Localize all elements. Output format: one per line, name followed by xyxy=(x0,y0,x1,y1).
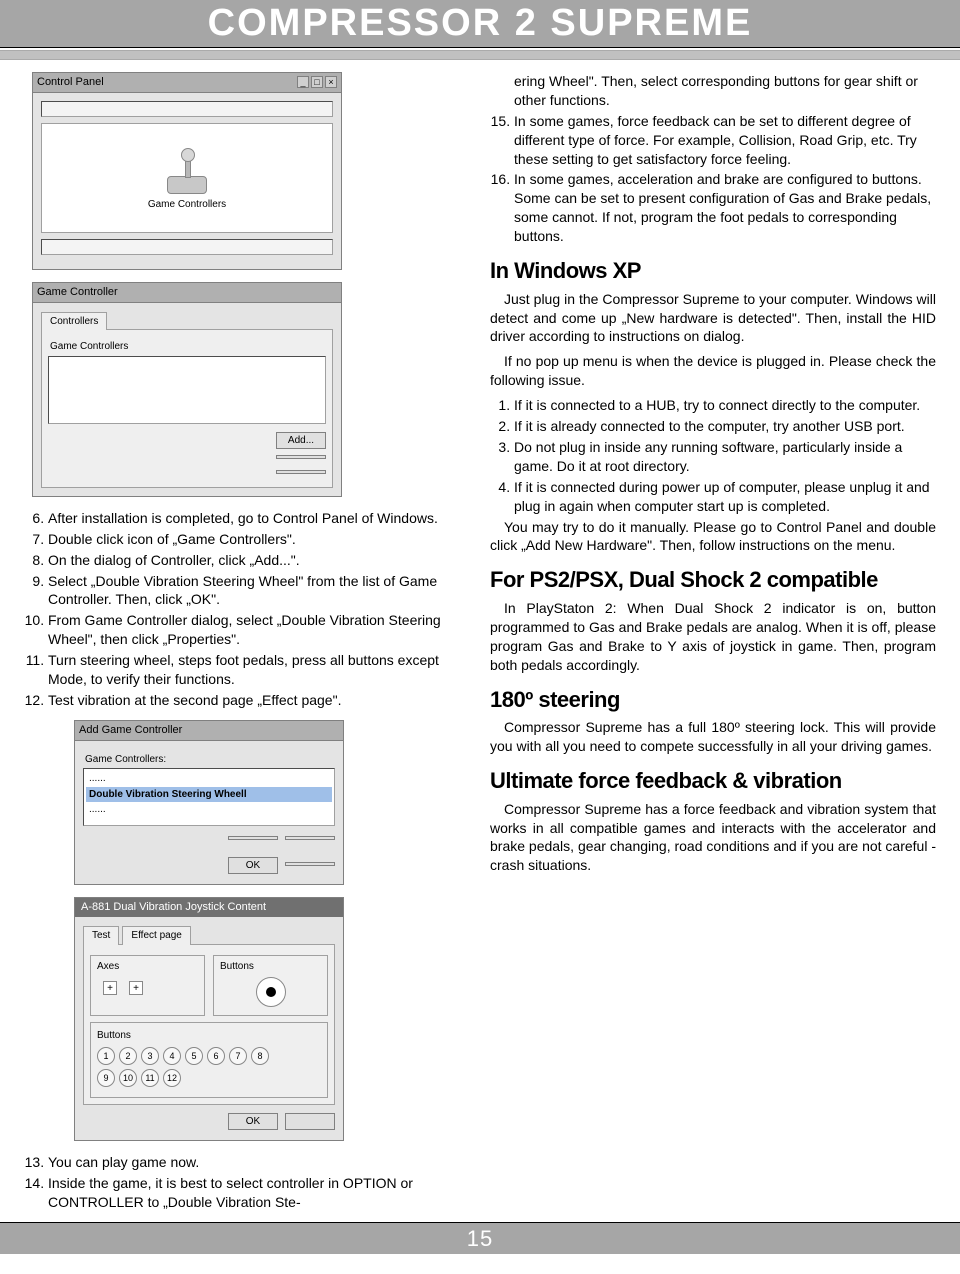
address-bar xyxy=(41,101,333,117)
step-item: On the dialog of Controller, click „Add.… xyxy=(48,551,470,570)
list-item[interactable]: ...... xyxy=(86,771,332,787)
list-item[interactable]: ...... xyxy=(86,802,332,818)
button-indicator: 9 xyxy=(97,1069,115,1087)
button-indicator: 6 xyxy=(207,1047,225,1065)
step-item: Inside the game, it is best to select co… xyxy=(48,1174,470,1212)
buttons-group-label: Buttons xyxy=(97,1029,321,1043)
list-item: If it is connected to a HUB, try to conn… xyxy=(514,396,936,415)
continuation-text: ering Wheel". Then, select corresponding… xyxy=(490,72,936,110)
list-item: If it is connected during power up of co… xyxy=(514,478,936,516)
step-item: In some games, acceleration and brake ar… xyxy=(514,170,936,246)
step-item: After installation is completed, go to C… xyxy=(48,509,470,528)
buttons-label: Buttons xyxy=(220,961,254,972)
paragraph: Compressor Supreme has a force feedback … xyxy=(490,800,936,876)
list-item[interactable]: ...... xyxy=(86,818,332,827)
steps-list-1: After installation is completed, go to C… xyxy=(24,509,470,710)
titlebar: Game Controller xyxy=(33,283,341,303)
button-indicator: 11 xyxy=(141,1069,159,1087)
dialog-title: A-881 Dual Vibration Joystick Content xyxy=(75,898,343,917)
axes-panel: Axes + + xyxy=(90,955,205,1017)
list-item-selected[interactable]: Double Vibration Steering Wheell xyxy=(86,787,332,803)
tab-test[interactable]: Test xyxy=(83,926,119,945)
heading-steer: 180º steering xyxy=(490,685,936,715)
step-item: From Game Controller dialog, select „Dou… xyxy=(48,611,470,649)
button-indicator: 5 xyxy=(185,1047,203,1065)
steps-list-2: You can play game now. Inside the game, … xyxy=(24,1153,470,1212)
paragraph: If no pop up menu is when the device is … xyxy=(490,352,936,390)
group-label: Game Controllers xyxy=(50,340,326,354)
add-game-controller-dialog: Add Game Controller Game Controllers: ..… xyxy=(74,720,344,886)
tab-controllers[interactable]: Controllers xyxy=(41,312,107,331)
controllers-list[interactable] xyxy=(48,356,326,424)
step-item: Turn steering wheel, steps foot pedals, … xyxy=(48,651,470,689)
axis-indicator: + xyxy=(129,981,143,995)
icon-label: Game Controllers xyxy=(148,198,226,212)
step-item: You can play game now. xyxy=(48,1153,470,1172)
status-bar xyxy=(41,239,333,255)
joystick-content-dialog: A-881 Dual Vibration Joystick Content Te… xyxy=(74,897,344,1141)
titlebar: Add Game Controller xyxy=(75,721,343,741)
close-icon[interactable]: × xyxy=(325,76,337,88)
tab-effect[interactable]: Effect page xyxy=(122,926,190,945)
step-item: Test vibration at the second page „Effec… xyxy=(48,691,470,710)
dialog-title: Add Game Controller xyxy=(79,723,182,738)
button-indicator: 12 xyxy=(163,1069,181,1087)
buttons-panel: Buttons xyxy=(213,955,328,1017)
blank-button-2[interactable] xyxy=(276,470,326,474)
heading-winxp: In Windows XP xyxy=(490,256,936,286)
axis-indicator: + xyxy=(103,981,117,995)
group-label: Game Controllers: xyxy=(85,753,335,767)
banner-title: COMPRESSOR 2 SUPREME xyxy=(208,0,753,49)
blank-button[interactable] xyxy=(285,836,335,840)
add-button[interactable]: Add... xyxy=(276,432,326,450)
button-indicator: 7 xyxy=(229,1047,247,1065)
ok-button[interactable]: OK xyxy=(228,857,278,875)
paragraph: In PlayStaton 2: When Dual Shock 2 indic… xyxy=(490,599,936,675)
blank-button[interactable] xyxy=(228,836,278,840)
icon-area: Game Controllers xyxy=(41,123,333,233)
axes-label: Axes xyxy=(97,961,119,972)
blank-button[interactable] xyxy=(285,862,335,866)
heading-ps2: For PS2/PSX, Dual Shock 2 compatible xyxy=(490,565,936,595)
hat-indicator xyxy=(256,977,286,1007)
game-controller-dialog: Game Controller Controllers Game Control… xyxy=(32,282,342,497)
list-item: Do not plug in inside any running softwa… xyxy=(514,438,936,476)
steps-list-3: In some games, force feedback can be set… xyxy=(490,112,936,246)
button-indicator: 1 xyxy=(97,1047,115,1065)
blank-button-1[interactable] xyxy=(276,455,326,459)
button-grid: Buttons 1 2 3 4 5 6 7 8 xyxy=(90,1022,328,1098)
paragraph: Just plug in the Compressor Supreme to y… xyxy=(490,290,936,347)
heading-ffb: Ultimate force feedback & vibration xyxy=(490,766,936,796)
winxp-list: If it is connected to a HUB, try to conn… xyxy=(490,396,936,515)
dialog-title: Game Controller xyxy=(37,285,118,300)
maximize-icon[interactable]: □ xyxy=(311,76,323,88)
step-item: In some games, force feedback can be set… xyxy=(514,112,936,169)
step-item: Double click icon of „Game Controllers". xyxy=(48,530,470,549)
controllers-listbox[interactable]: ...... Double Vibration Steering Wheell … xyxy=(83,768,335,826)
list-item: If it is already connected to the comput… xyxy=(514,417,936,436)
button-indicator: 4 xyxy=(163,1047,181,1065)
page-number: 15 xyxy=(467,1224,493,1254)
minimize-icon[interactable]: _ xyxy=(297,76,309,88)
button-indicator: 3 xyxy=(141,1047,159,1065)
titlebar: Control Panel _ □ × xyxy=(33,73,341,93)
banner-header: COMPRESSOR 2 SUPREME xyxy=(0,0,960,48)
joystick-icon[interactable] xyxy=(157,144,217,194)
dialog-title: Control Panel xyxy=(37,75,104,90)
button-indicator: 8 xyxy=(251,1047,269,1065)
paragraph: You may try to do it manually. Please go… xyxy=(490,518,936,556)
button-indicator: 10 xyxy=(119,1069,137,1087)
step-item: Select „Double Vibration Steering Wheel"… xyxy=(48,572,470,610)
banner-divider xyxy=(0,50,960,60)
page-footer: 15 xyxy=(0,1222,960,1254)
button-indicator: 2 xyxy=(119,1047,137,1065)
paragraph: Compressor Supreme has a full 180º steer… xyxy=(490,718,936,756)
blank-button[interactable] xyxy=(285,1113,335,1131)
ok-button[interactable]: OK xyxy=(228,1113,278,1131)
control-panel-dialog: Control Panel _ □ × Game Controllers xyxy=(32,72,342,270)
